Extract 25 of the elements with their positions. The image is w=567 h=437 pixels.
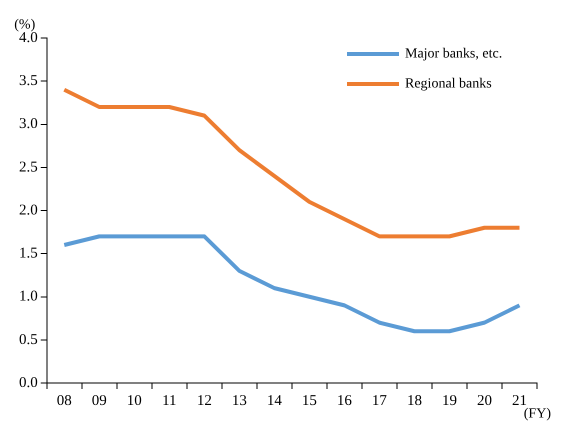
y-tick-label: 2.0 — [19, 202, 38, 218]
y-tick-label: 0.5 — [19, 332, 38, 348]
x-tick-label: 17 — [372, 392, 388, 409]
x-tick-label: 21 — [512, 392, 527, 409]
x-tick-label: 08 — [56, 392, 72, 409]
x-tick-label: 20 — [476, 392, 492, 409]
x-tick-label: 09 — [92, 392, 107, 409]
x-tick-label: 14 — [266, 392, 282, 409]
x-tick-label: 16 — [336, 392, 352, 409]
y-tick-label: 3.5 — [19, 73, 38, 90]
y-tick-label: 3.0 — [19, 116, 38, 132]
x-tick-label: 19 — [442, 392, 457, 409]
x-axis-title: (FY) — [524, 406, 552, 422]
x-tick-label: 11 — [162, 392, 177, 409]
x-tick-label: 15 — [302, 392, 317, 409]
y-tick-label: 0.0 — [19, 374, 38, 391]
legend-label: Major banks, etc. — [405, 46, 502, 62]
x-tick-label: 12 — [196, 392, 212, 409]
x-tick-label: 18 — [406, 392, 422, 409]
x-tick-label: 10 — [126, 392, 142, 409]
x-tick-label: 13 — [232, 392, 247, 409]
y-tick-label: 1.0 — [19, 288, 38, 305]
y-tick-label: 1.5 — [19, 246, 38, 262]
y-tick-label: 2.5 — [19, 159, 38, 176]
legend-label: Regional banks — [405, 76, 492, 92]
